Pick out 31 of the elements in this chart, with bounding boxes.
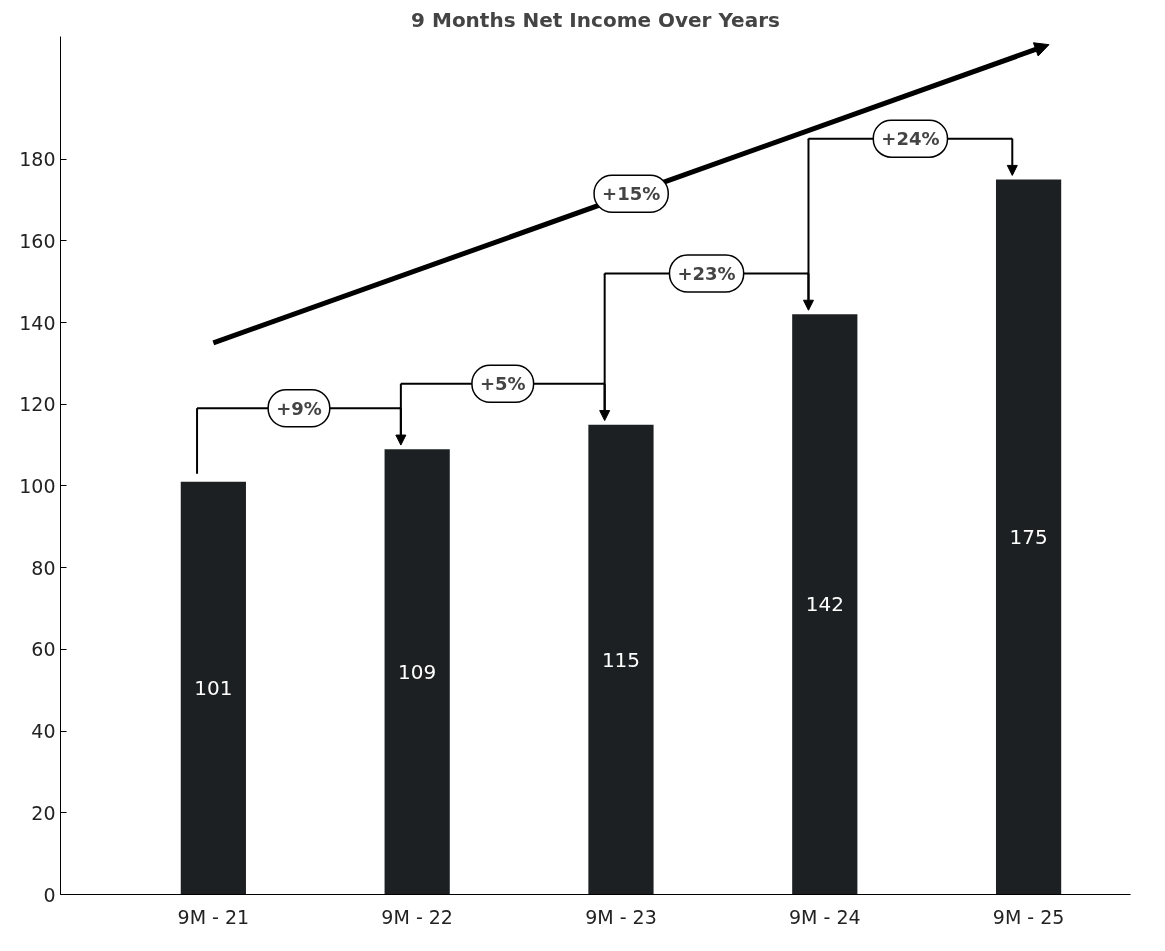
bar — [180, 481, 246, 895]
x-tick-label: 9M - 25 — [992, 905, 1065, 928]
annotation: +15% — [602, 183, 661, 205]
chart-title: 9 Months Net Income Over Years — [411, 7, 780, 32]
annotation: +5% — [479, 373, 526, 395]
bar — [588, 424, 654, 895]
y-tick-label: 140 — [19, 311, 56, 334]
x-tick-label: 9M - 21 — [177, 905, 250, 928]
data-label: 175 — [1009, 525, 1048, 549]
y-tick-label: 160 — [19, 229, 56, 252]
annotation: +9% — [276, 397, 322, 419]
bar — [792, 314, 858, 895]
y-tick-label: 180 — [19, 148, 56, 171]
bar — [384, 449, 450, 895]
y-tick-label: 100 — [19, 474, 56, 497]
y-tick-label: 80 — [31, 556, 56, 579]
data-label: 115 — [601, 647, 641, 672]
x-tick-label: 9M - 24 — [788, 905, 861, 928]
y-tick-label: 0 — [43, 883, 56, 906]
x-tick-label: 9M - 23 — [585, 905, 657, 928]
y-tick-label: 40 — [31, 720, 56, 743]
data-label: 142 — [805, 592, 844, 617]
annotation: +24% — [881, 128, 940, 150]
x-tick-label: 9M - 22 — [381, 905, 453, 928]
y-tick-label: 120 — [19, 393, 56, 416]
y-tick-label: 60 — [31, 638, 56, 661]
data-label: 101 — [194, 676, 233, 701]
data-label: 109 — [398, 659, 437, 684]
bar — [995, 179, 1062, 895]
annotation: +23% — [677, 262, 736, 284]
y-tick-label: 20 — [31, 801, 56, 824]
